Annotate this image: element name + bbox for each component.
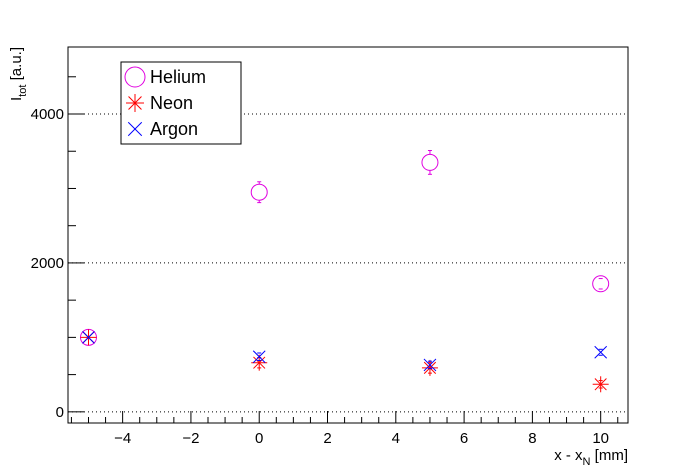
point-helium-3-shape — [592, 275, 610, 293]
point-neon-3 — [592, 376, 609, 393]
grid-lines — [68, 113, 628, 413]
point-argon-3-d2 — [594, 345, 608, 359]
x-axis-title-unit: [mm] — [591, 447, 629, 464]
point-neon-1-d2 — [253, 356, 266, 369]
point-helium-1-shape — [250, 183, 268, 201]
x-tick-label-1: −2 — [182, 430, 199, 447]
point-argon-0-d2 — [82, 331, 95, 344]
x-tick-label-2: 0 — [255, 430, 263, 447]
legend-marker-helium — [124, 66, 146, 88]
legend-label-helium: Helium — [150, 67, 206, 87]
series-helium — [79, 149, 610, 346]
point-helium-1 — [250, 183, 268, 201]
x-tick-label-6: 8 — [528, 430, 536, 447]
y-tick-label-2: 4000 — [31, 106, 64, 123]
point-argon-2-d2 — [423, 358, 437, 372]
point-argon-0 — [82, 331, 95, 344]
x-tick-label-4: 4 — [392, 430, 400, 447]
point-neon-3-d2 — [594, 378, 607, 391]
legend-marker-neon — [126, 94, 144, 112]
data-series — [79, 149, 610, 393]
x-axis-title-sub: N — [583, 456, 591, 468]
series-argon — [82, 331, 608, 372]
y-axis-title-sub: tot — [17, 85, 29, 97]
x-axis-title: x - xN [mm] — [554, 447, 628, 468]
y-tick-label-1: 2000 — [31, 255, 64, 272]
x-tick-label-7: 10 — [592, 430, 609, 447]
series-neon — [80, 329, 609, 393]
legend-marker-argon-d2 — [127, 121, 143, 137]
plot-frame — [67, 46, 629, 424]
point-argon-1-d2 — [252, 350, 266, 364]
y-axis-title-unit: [a.u.] — [8, 47, 25, 85]
legend-label-neon: Neon — [150, 93, 193, 113]
y-axis-title-main: I — [8, 97, 25, 101]
point-neon-2-d2 — [423, 361, 437, 375]
x-tick-label-3: 2 — [323, 430, 331, 447]
legend-marker-argon — [127, 121, 143, 137]
legend-label-argon: Argon — [150, 119, 198, 139]
axes: −4 −2 0 2 4 6 8 10 0 2000 4000 x - xN [mm] Itot [a.u… — [8, 46, 629, 468]
point-neon-2 — [421, 359, 438, 376]
legend-marker-helium-shape — [124, 66, 146, 88]
point-argon-3 — [594, 345, 608, 359]
point-helium-3 — [592, 275, 610, 293]
legend-marker-neon-d2 — [128, 96, 142, 110]
point-helium-2-shape — [421, 153, 439, 171]
y-axis-title: Itot [a.u.] — [8, 47, 29, 101]
legend: Helium Neon Argon — [120, 61, 242, 145]
x-tick-label-5: 6 — [460, 430, 468, 447]
y-tick-label-0: 0 — [56, 404, 64, 421]
x-tick-label-0: −4 — [114, 430, 131, 447]
point-helium-2 — [421, 153, 439, 171]
x-axis-title-main: x - x — [554, 447, 583, 464]
point-argon-1 — [252, 350, 266, 364]
point-argon-2 — [423, 358, 437, 372]
